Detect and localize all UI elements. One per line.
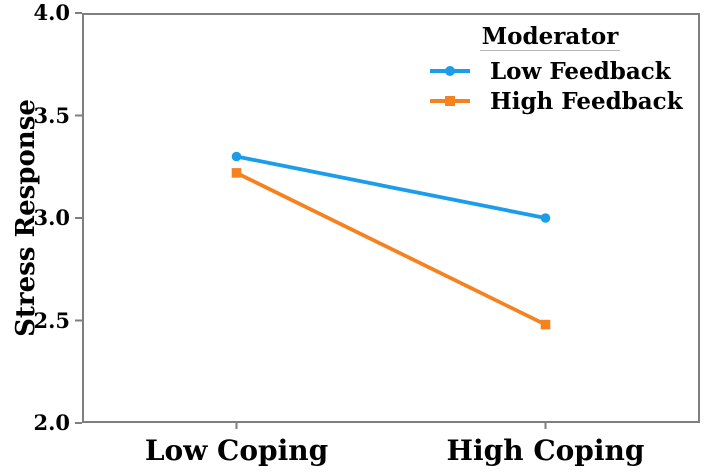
y-tick-label: 2.0 <box>33 410 70 435</box>
legend-item-label: High Feedback <box>490 87 683 115</box>
data-point-marker <box>540 213 551 223</box>
legend-items: Low Feedback High Feedback <box>430 56 683 116</box>
series-line <box>234 154 548 220</box>
plot-area <box>75 12 700 429</box>
y-tick-label: 3.0 <box>33 205 70 230</box>
legend-swatch <box>430 65 470 77</box>
y-tick-label: 3.5 <box>33 102 70 128</box>
legend: Moderator Low Feedback High Feedback <box>430 23 683 116</box>
series-line <box>234 170 548 327</box>
data-point-marker <box>231 168 242 178</box>
y-tick-label: 2.5 <box>33 307 70 333</box>
legend-title: Moderator <box>479 23 621 52</box>
x-category-label: Low Coping <box>144 434 329 467</box>
legend-title-wrap: Moderator <box>430 23 670 52</box>
data-point-marker <box>540 319 551 330</box>
legend-item: High Feedback <box>430 86 683 116</box>
y-tick-label: 4.0 <box>33 0 70 25</box>
y-axis-tick-labels: 2.0 2.5 3.0 3.5 4.0 <box>0 0 70 474</box>
square-marker-icon <box>445 96 455 107</box>
x-category-label: High Coping <box>446 434 645 467</box>
data-point-marker <box>231 151 242 162</box>
legend-item: Low Feedback <box>430 56 671 86</box>
plot-frame <box>82 13 700 423</box>
circle-marker-icon <box>445 66 455 77</box>
legend-swatch <box>430 95 470 107</box>
legend-item-label: Low Feedback <box>490 57 671 85</box>
